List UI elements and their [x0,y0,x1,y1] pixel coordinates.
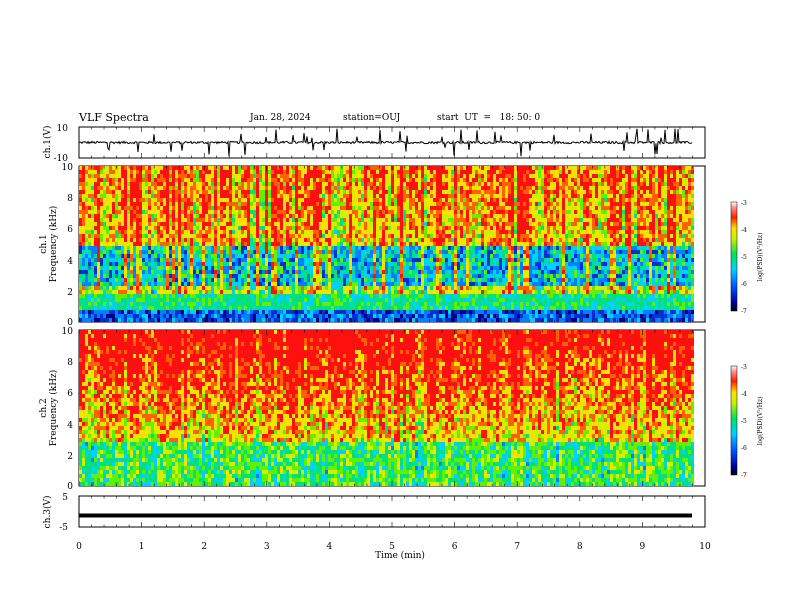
x-tick-label: 3 [264,542,270,552]
colorbar-2-tick: -5 [741,418,747,425]
colorbar-1-tick: -5 [741,254,747,261]
x-tick-label: 7 [514,542,520,552]
spec2-ytick: 2 [67,452,73,462]
spec1-ytick: 4 [67,257,73,267]
spec2-yticks: 0 2 4 6 8 10 [62,327,74,492]
ch1-ylabel: ch.1(V) [42,126,53,159]
x-axis-label: Time (min) [375,550,425,561]
colorbar-1-tick: -4 [741,227,747,234]
spec1-ytick: 10 [62,163,74,173]
spec2-ytick: 4 [67,421,73,431]
x-tick-label: 8 [577,542,583,552]
spec2-ylabel: Frequency (kHz) [48,370,59,447]
spec1-ytick: 2 [67,288,73,298]
colorbar-1-gradient [731,202,737,311]
spec2-channel-label: ch.2 [39,398,49,417]
spec1-ytick: 8 [67,194,73,204]
ch1-waveform-trace [79,129,692,157]
ch1-spectrogram [79,166,694,322]
x-tick-label: 0 [76,542,82,552]
colorbar-1-label: log(PSD)(V²/Hz) [757,233,764,282]
spec1-channel-label: ch.1 [39,234,49,253]
colorbar-1-tick: -3 [741,200,747,207]
spec2-ytick: 0 [67,482,73,492]
spec1-yticks: 0 2 4 6 8 10 [62,163,74,328]
colorbar-2: -3 -4 -5 -6 -7 log(PSD)(V²/Hz) [731,364,764,479]
ch2-spectrogram [79,330,694,486]
spec1-ytick: 6 [67,225,73,235]
colorbar-2-tick: -6 [741,445,747,452]
ch1-ytick-top: 10 [57,124,69,134]
ch3-ytick-bottom: -5 [59,523,68,533]
colorbar-2-tick: -3 [741,364,747,371]
x-tick-label: 4 [327,542,333,552]
colorbar-2-tick: -7 [741,472,747,479]
x-tick-label: 6 [452,542,458,552]
colorbar-2-tick: -4 [741,391,747,398]
spec2-ytick: 6 [67,389,73,399]
ch3-ytick-top: 5 [62,493,68,503]
colorbar-1: -3 -4 -5 -6 -7 log(PSD)(V²/Hz) [731,200,764,315]
colorbar-1-tick: -6 [741,281,747,288]
x-tick-label: 9 [640,542,646,552]
colorbar-2-gradient [731,366,737,475]
x-tick-label: 10 [699,542,711,552]
colorbar-2-label: log(PSD)(V²/Hz) [757,397,764,446]
ch3-ylabel: ch.3(V) [42,496,53,529]
x-tick-label: 2 [201,542,207,552]
x-tick-label: 1 [139,542,145,552]
spec1-ylabel: Frequency (kHz) [48,206,59,283]
colorbar-1-tick: -7 [741,308,747,315]
spec2-ytick: 10 [62,327,74,337]
spec2-ytick: 8 [67,358,73,368]
